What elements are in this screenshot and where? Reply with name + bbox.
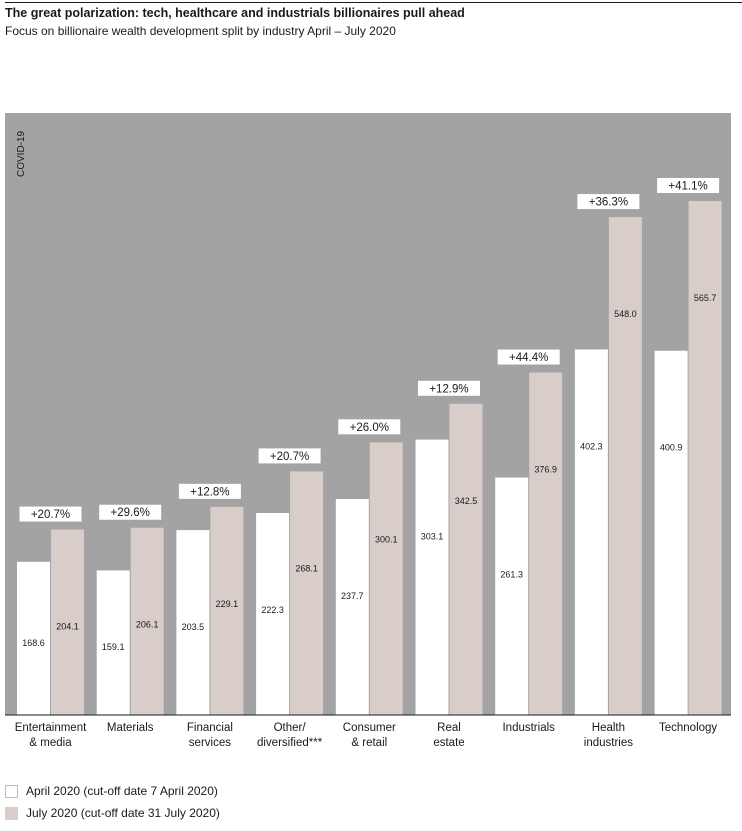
- bar-july: [608, 217, 642, 715]
- chart-subtitle: Focus on billionaire wealth development …: [5, 24, 396, 38]
- category-label: & media: [29, 737, 72, 749]
- category-label: Entertainment: [15, 722, 87, 734]
- bar-july: [449, 403, 483, 715]
- legend-label-july: July 2020 (cut-off date 31 July 2020): [26, 806, 220, 820]
- category-label: Other/: [274, 722, 307, 734]
- change-box: [19, 506, 82, 522]
- data-label-april: 261.3: [500, 570, 523, 580]
- chart-title: The great polarization: tech, healthcare…: [5, 6, 465, 20]
- change-box: [338, 419, 401, 435]
- data-label-april: 168.6: [22, 638, 45, 648]
- data-label-april: 402.3: [580, 441, 603, 451]
- data-label-april: 303.1: [421, 532, 444, 542]
- change-label: +12.8%: [190, 486, 229, 498]
- change-label: +36.3%: [589, 197, 628, 209]
- change-label: +12.9%: [429, 383, 468, 395]
- data-label-july: 376.9: [534, 465, 557, 475]
- bar-july: [210, 506, 244, 715]
- legend-swatch-april: [5, 784, 18, 798]
- change-box: [99, 504, 162, 520]
- data-label-april: 203.5: [182, 622, 205, 632]
- bar-april: [335, 499, 369, 715]
- data-label-july: 342.5: [455, 496, 478, 506]
- data-label-july: 268.1: [295, 563, 318, 573]
- category-label: diversified***: [257, 737, 323, 749]
- bar-july: [529, 372, 563, 715]
- data-label-april: 159.1: [102, 642, 125, 652]
- data-label-july: 206.1: [136, 620, 159, 630]
- change-label: +41.1%: [668, 181, 707, 193]
- change-box: [657, 178, 720, 193]
- data-label-july: 204.1: [56, 622, 79, 632]
- change-label: +20.7%: [31, 509, 70, 521]
- bar-july: [290, 471, 324, 715]
- bar-april: [176, 530, 210, 715]
- category-label: Consumer: [343, 722, 396, 734]
- change-box: [497, 349, 560, 365]
- data-label-july: 565.7: [694, 293, 717, 303]
- category-label: Technology: [659, 722, 717, 734]
- category-label: services: [189, 737, 231, 749]
- data-label-april: 400.9: [660, 443, 683, 453]
- bar-july: [130, 527, 164, 715]
- bar-july: [369, 442, 403, 715]
- bar-april: [654, 350, 688, 715]
- change-box: [258, 448, 321, 464]
- category-label: estate: [433, 737, 464, 749]
- covid-annotation: COVID-19: [16, 130, 27, 177]
- change-box: [577, 194, 640, 210]
- category-label: Materials: [107, 722, 154, 734]
- legend-label-april: April 2020 (cut-off date 7 April 2020): [26, 784, 218, 798]
- bar-july: [688, 201, 722, 715]
- change-label: +29.6%: [111, 507, 150, 519]
- data-label-april: 222.3: [261, 605, 284, 615]
- data-label-july: 300.1: [375, 534, 398, 544]
- category-label: Industrials: [502, 722, 555, 734]
- bar-april: [574, 349, 608, 715]
- legend-item-july: July 2020 (cut-off date 31 July 2020): [5, 806, 220, 820]
- data-label-july: 229.1: [216, 599, 239, 609]
- category-label: industries: [584, 737, 633, 749]
- top-rule: [5, 2, 742, 3]
- category-label: & retail: [351, 737, 387, 749]
- change-label: +20.7%: [270, 451, 309, 463]
- data-label-april: 237.7: [341, 591, 364, 601]
- bar-july: [51, 529, 84, 715]
- bar-april: [415, 439, 449, 715]
- bar-april: [17, 561, 50, 715]
- category-label: Financial: [187, 722, 233, 734]
- bar-april: [495, 477, 529, 715]
- change-label: +26.0%: [350, 422, 389, 434]
- change-box: [178, 483, 241, 499]
- legend-item-april: April 2020 (cut-off date 7 April 2020): [5, 784, 218, 798]
- category-label: Health: [592, 722, 625, 734]
- change-box: [418, 380, 480, 396]
- bar-april: [256, 513, 290, 715]
- bar-april: [96, 570, 130, 715]
- category-label: Real: [437, 722, 461, 734]
- legend-swatch-july: [5, 806, 18, 820]
- data-label-july: 548.0: [614, 309, 637, 319]
- change-label: +44.4%: [509, 352, 548, 364]
